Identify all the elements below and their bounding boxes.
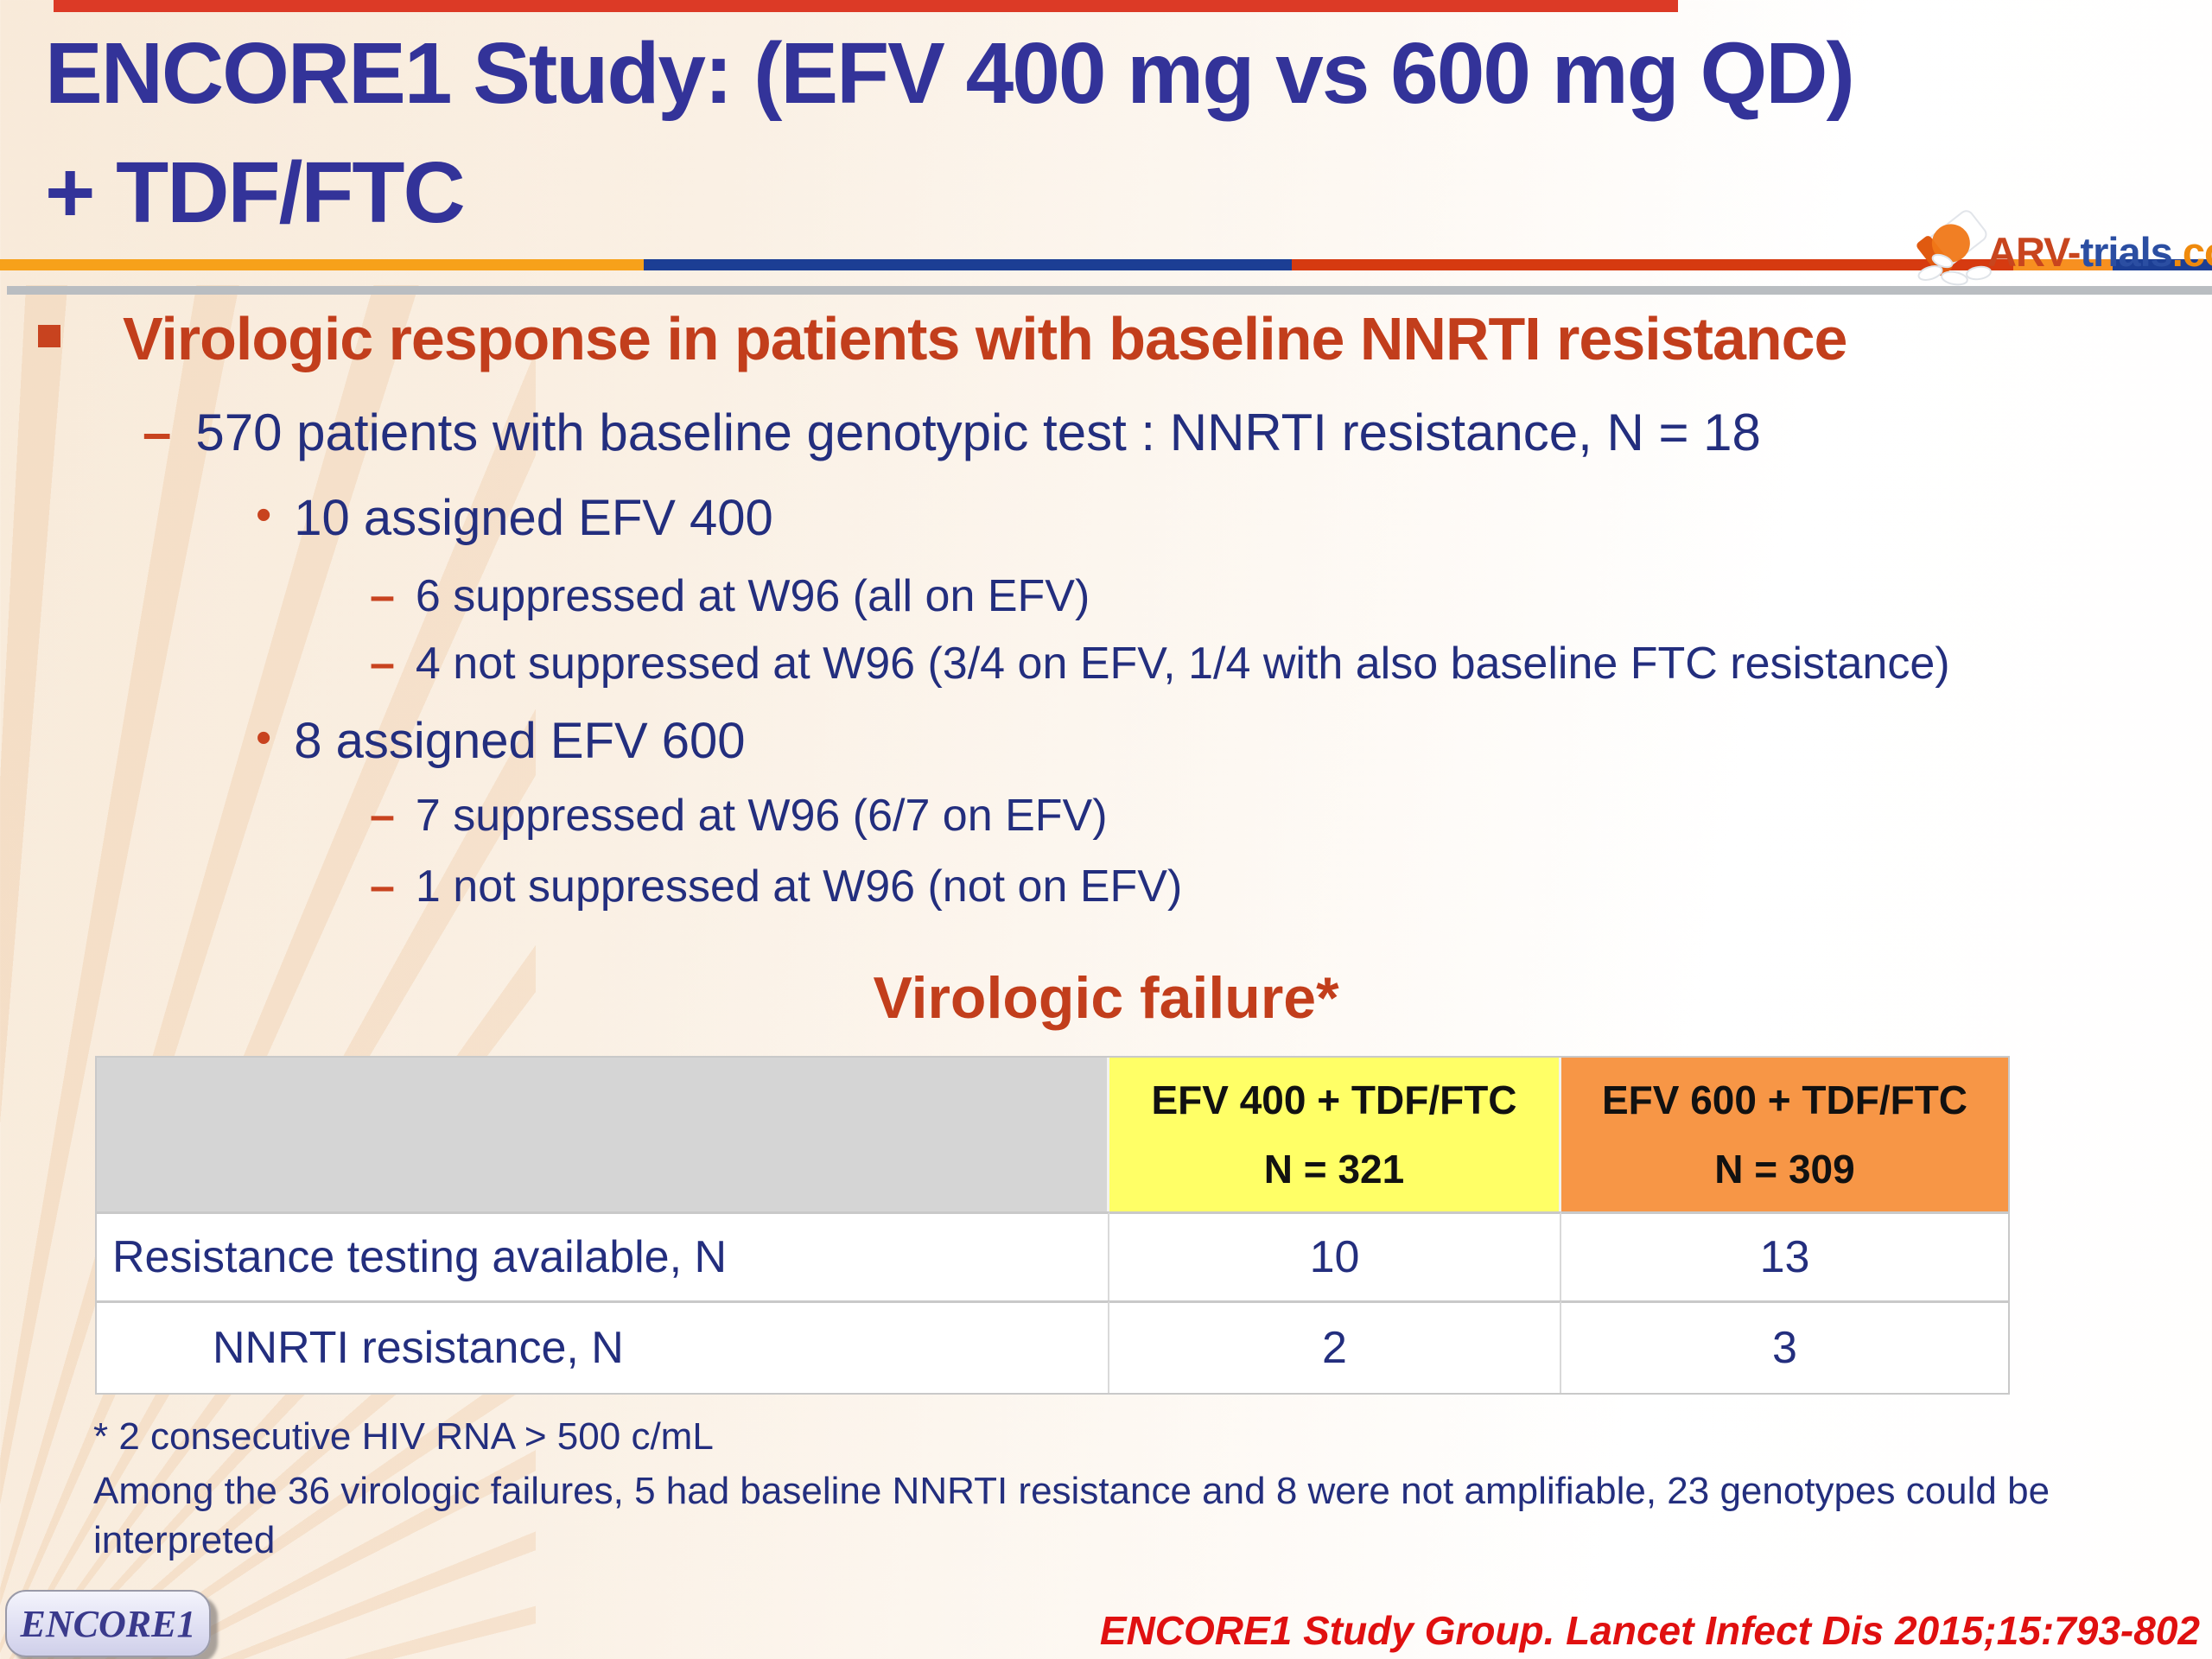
round-bullet: • [256, 490, 272, 540]
dash-bullet: – [143, 404, 172, 461]
header-efv600-line1: EFV 600 + TDF/FTC [1601, 1077, 1968, 1122]
divider-bar [0, 259, 2212, 270]
section-heading: Virologic response in patients with base… [123, 305, 1848, 372]
dash-bullet: – [370, 791, 395, 841]
list-item-text: 7 suppressed at W96 (6/7 on EFV) [415, 791, 1108, 841]
encore1-badge: ENCORE1 [5, 1590, 211, 1657]
heading-square-bullet [38, 325, 60, 347]
list-item-text: 6 suppressed at W96 (all on EFV) [415, 571, 1090, 621]
list-item-570-patients: –570 patients with baseline genotypic te… [143, 403, 2156, 462]
list-item-efv400-suppressed: –6 suppressed at W96 (all on EFV) [370, 570, 2202, 622]
table-header-efv600: EFV 600 + TDF/FTC N = 309 [1561, 1058, 2008, 1211]
divider-orange-segment [0, 259, 644, 270]
header-efv600-line2: N = 309 [1714, 1147, 1855, 1192]
citation: ENCORE1 Study Group. Lancet Infect Dis 2… [1099, 1608, 2200, 1653]
footnote-rna: * 2 consecutive HIV RNA > 500 c/mL [93, 1415, 714, 1458]
header-efv400-line1: EFV 400 + TDF/FTC [1151, 1077, 1517, 1122]
table-cell-efv400-value: 2 [1109, 1300, 1561, 1393]
list-item-efv400-not-suppressed: –4 not suppressed at W96 (3/4 on EFV, 1/… [370, 638, 2202, 690]
list-item-text: 570 patients with baseline genotypic tes… [195, 404, 1761, 461]
dash-bullet: – [370, 571, 395, 621]
list-item-text: 10 assigned EFV 400 [294, 490, 773, 546]
table-cell-efv400-value: 10 [1109, 1211, 1561, 1300]
dash-bullet: – [370, 639, 395, 689]
list-item-efv400: • 10 assigned EFV 400 [256, 489, 2157, 547]
virologic-failure-table: EFV 400 + TDF/FTC N = 321 EFV 600 + TDF/… [95, 1056, 2010, 1395]
footnote-failures: Among the 36 virologic failures, 5 had b… [93, 1470, 2050, 1562]
divider-orange-segment-right [2013, 259, 2113, 270]
logo-arv-text: ARV- [1987, 229, 2081, 275]
divider-gray-line [7, 286, 2212, 295]
encore1-badge-label: ENCORE1 [20, 1602, 196, 1645]
table-header-empty-cell [97, 1058, 1109, 1211]
divider-blue-segment-right [2113, 259, 2212, 270]
round-bullet: • [256, 713, 272, 763]
list-item-efv600-not-suppressed: –1 not suppressed at W96 (not on EFV) [370, 861, 2202, 912]
list-item-efv600: • 8 assigned EFV 600 [256, 712, 2157, 770]
header-efv400-line2: N = 321 [1263, 1147, 1405, 1192]
divider-red-segment [1292, 259, 2013, 270]
page-title: ENCORE1 Study: (EFV 400 mg vs 600 mg QD)… [45, 14, 2032, 252]
title-line-1: ENCORE1 Study: (EFV 400 mg vs 600 mg QD) [45, 25, 1855, 122]
table-header-efv400: EFV 400 + TDF/FTC N = 321 [1109, 1058, 1561, 1211]
pill-bottle-icon [1916, 210, 1992, 286]
list-item-text: 4 not suppressed at W96 (3/4 on EFV, 1/4… [415, 639, 1950, 689]
arv-trials-logo[interactable]: ARV-trials.com [1904, 200, 2212, 290]
table-cell-efv600-value: 13 [1561, 1211, 2008, 1300]
top-accent-bar [54, 0, 1678, 12]
table-row-label: Resistance testing available, N [97, 1211, 1109, 1300]
arv-trials-logo-text: ARV-trials.com [1987, 228, 2212, 276]
list-item-text: 8 assigned EFV 600 [294, 713, 746, 769]
dash-bullet: – [370, 861, 395, 912]
footnotes: * 2 consecutive HIV RNA > 500 c/mL Among… [93, 1412, 2158, 1571]
list-item-text: 1 not suppressed at W96 (not on EFV) [415, 861, 1183, 912]
title-line-2: + TDF/FTC [45, 144, 466, 241]
logo-com-text: .com [2171, 229, 2212, 275]
list-item-efv600-suppressed: –7 suppressed at W96 (6/7 on EFV) [370, 790, 2202, 842]
table-title: Virologic failure* [873, 965, 1339, 1031]
table-row-label: NNRTI resistance, N [97, 1300, 1109, 1393]
logo-trials-text: trials [2080, 229, 2172, 275]
table-cell-efv600-value: 3 [1561, 1300, 2008, 1393]
divider-blue-segment [644, 259, 1292, 270]
